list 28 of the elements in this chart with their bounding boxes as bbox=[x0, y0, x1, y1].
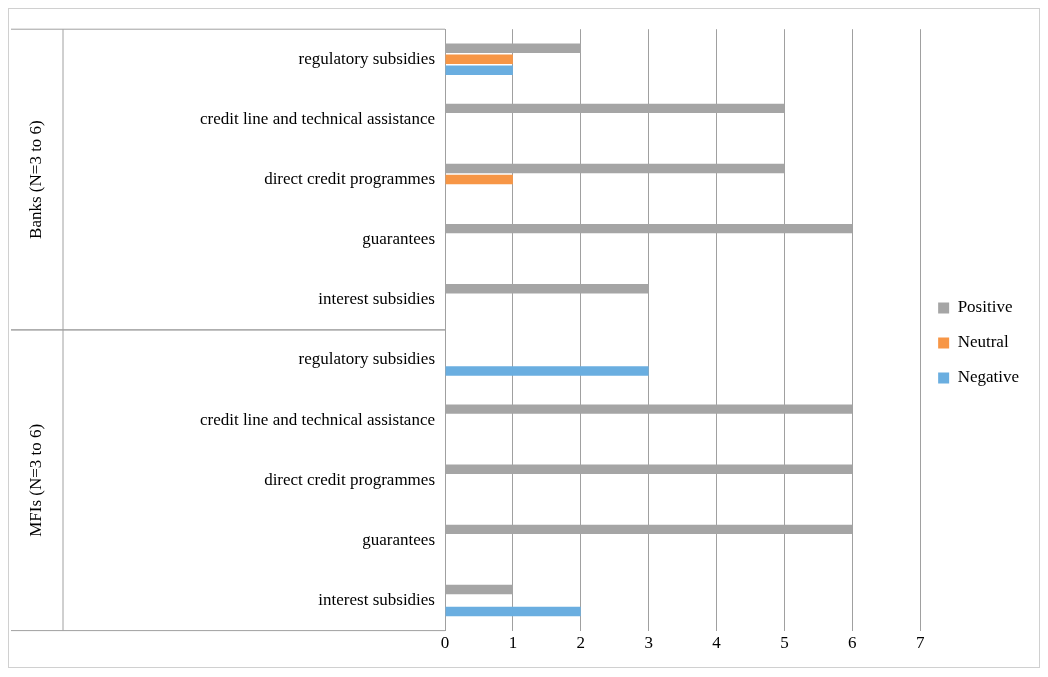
y-tick-label: interest subsidies bbox=[318, 590, 435, 609]
text: MFIs (N=3 to 6) bbox=[26, 423, 46, 537]
bar bbox=[445, 65, 513, 75]
y-tick-label: direct credit programmes bbox=[264, 469, 435, 489]
x-tick-label: 7 bbox=[915, 633, 925, 653]
y-tick-label: regulatory subsidies bbox=[298, 349, 435, 369]
x-tick-label: 6 bbox=[848, 633, 857, 653]
bar bbox=[445, 174, 513, 185]
x-tick-label: 2 bbox=[576, 633, 585, 653]
y-tick-label: direct credit programmes bbox=[264, 169, 435, 189]
x-tick-label: 1 bbox=[508, 633, 518, 653]
legend-label: Negative bbox=[957, 367, 1019, 387]
x-tick-label: 0 bbox=[440, 633, 450, 653]
bar bbox=[445, 54, 513, 64]
legend-label: Neutral bbox=[957, 332, 1009, 352]
y-tick-label: credit line and technical assistance bbox=[199, 108, 435, 128]
legend-label: Positive bbox=[957, 297, 1013, 317]
bar bbox=[445, 366, 649, 376]
y-tick-label: guarantees bbox=[362, 229, 435, 249]
bar bbox=[445, 606, 581, 617]
text: Banks (N=3 to 6) bbox=[26, 120, 46, 239]
y-tick-label: regulatory subsidies bbox=[298, 48, 435, 68]
y-tick-label: credit line and technical assistance bbox=[199, 409, 435, 429]
x-tick-label: 5 bbox=[780, 633, 789, 653]
y-tick-label: guarantees bbox=[362, 529, 435, 549]
y-tick-label: interest subsidies bbox=[318, 289, 435, 309]
x-tick-label: 3 bbox=[644, 633, 653, 653]
x-tick-label: 4 bbox=[712, 633, 722, 653]
